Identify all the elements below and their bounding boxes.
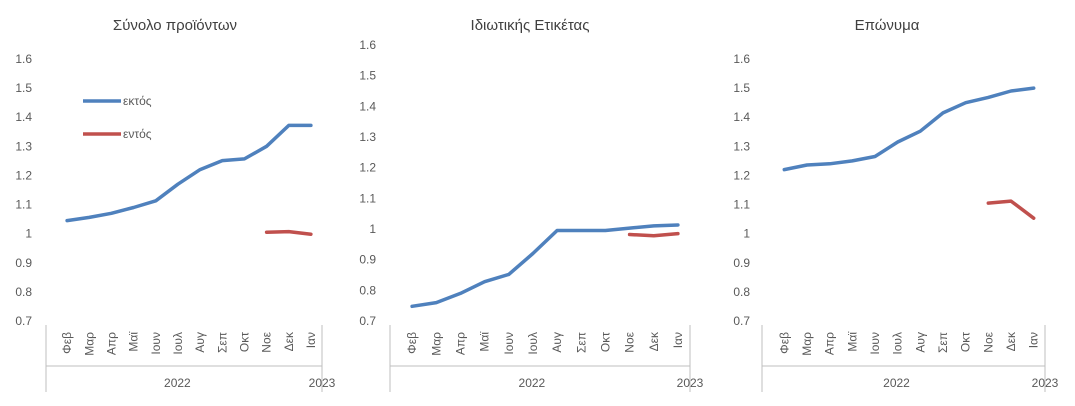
- y-tick-label: 1.1: [15, 198, 32, 212]
- y-tick-label: 1.3: [15, 139, 32, 153]
- series-line-inside: [627, 231, 680, 238]
- x-tick-label: Ιαν: [671, 332, 685, 348]
- y-tick-label: 1.1: [359, 191, 376, 205]
- y-tick-label: 1.2: [733, 168, 750, 182]
- y-tick-label: 1.2: [15, 168, 32, 182]
- y-tick-label: 0.9: [733, 256, 750, 270]
- year-label: 2023: [1032, 376, 1059, 390]
- x-tick-label: Σεπ: [574, 332, 588, 353]
- x-tick-label: Δεκ: [1004, 331, 1018, 351]
- y-tick-label: 0.8: [15, 285, 32, 299]
- y-tick-label: 1.3: [733, 139, 750, 153]
- chart-title: Σύνολο προϊόντων: [113, 17, 237, 34]
- x-tick-label: Νοε: [260, 331, 274, 352]
- x-tick-label: Δεκ: [282, 331, 296, 351]
- y-tick-label: 1: [25, 227, 32, 241]
- x-tick-label: Μαϊ: [845, 332, 859, 352]
- x-tick-label: Αυγ: [193, 332, 207, 353]
- y-tick-label: 1.3: [359, 130, 376, 144]
- x-tick-label: Ιουλ: [526, 332, 540, 355]
- x-tick-label: Φεβ: [777, 332, 791, 354]
- x-tick-label: Ιουλ: [171, 332, 185, 355]
- y-tick-label: 0.9: [359, 253, 376, 267]
- x-tick-label: Ιουν: [149, 332, 163, 355]
- series-line-inside: [264, 229, 313, 236]
- year-label: 2022: [164, 376, 191, 390]
- x-tick-label: Οκτ: [959, 332, 973, 352]
- year-label: 2023: [677, 376, 704, 390]
- x-tick-label: Αυγ: [913, 332, 927, 353]
- x-tick-label: Μαρ: [82, 332, 96, 356]
- y-tick-label: 0.7: [733, 314, 750, 328]
- x-tick-label: Μαρ: [429, 332, 443, 356]
- x-tick-label: Σεπ: [936, 332, 950, 353]
- y-tick-label: 1.5: [359, 69, 376, 83]
- legend-label: εκτός: [123, 94, 152, 108]
- series-line-outside: [410, 223, 680, 309]
- y-tick-label: 1: [369, 222, 376, 236]
- x-tick-label: Δεκ: [647, 331, 661, 351]
- y-tick-label: 0.7: [15, 314, 32, 328]
- year-label: 2023: [309, 376, 336, 390]
- y-tick-label: 0.7: [359, 314, 376, 328]
- x-tick-label: Αυγ: [550, 332, 564, 353]
- x-tick-label: Ιουν: [868, 332, 882, 355]
- x-tick-label: Φεβ: [405, 332, 419, 354]
- x-tick-label: Μαϊ: [127, 332, 141, 352]
- chart-title: Ιδιωτικής Ετικέτας: [471, 17, 590, 34]
- x-tick-label: Οκτ: [237, 332, 251, 352]
- x-tick-label: Μαρ: [800, 332, 814, 356]
- x-tick-label: Μαϊ: [478, 332, 492, 352]
- y-tick-label: 1.4: [733, 110, 750, 124]
- y-tick-label: 1.4: [359, 99, 376, 113]
- year-label: 2022: [519, 376, 546, 390]
- x-tick-label: Ιουν: [502, 332, 516, 355]
- legend-label: εντός: [123, 127, 152, 141]
- x-tick-label: Απρ: [453, 332, 467, 355]
- y-tick-label: 1: [743, 227, 750, 241]
- y-tick-label: 1.2: [359, 161, 376, 175]
- x-tick-label: Οκτ: [598, 332, 612, 352]
- y-tick-label: 1.5: [733, 81, 750, 95]
- y-tick-label: 1.6: [733, 52, 750, 66]
- x-tick-label: Σεπ: [215, 332, 229, 353]
- x-tick-label: Νοε: [623, 331, 637, 352]
- x-tick-label: Ιουλ: [891, 332, 905, 355]
- y-tick-label: 1.6: [15, 52, 32, 66]
- x-tick-label: Απρ: [823, 332, 837, 355]
- year-label: 2022: [883, 376, 910, 390]
- x-tick-label: Ιαν: [1027, 332, 1041, 348]
- series-line-outside: [65, 123, 313, 223]
- y-tick-label: 1.4: [15, 110, 32, 124]
- x-tick-label: Απρ: [104, 332, 118, 355]
- series-line-outside: [782, 86, 1036, 172]
- series-line-inside: [986, 199, 1036, 220]
- x-tick-label: Νοε: [981, 331, 995, 352]
- y-tick-label: 0.9: [15, 256, 32, 270]
- x-tick-label: Φεβ: [60, 332, 74, 354]
- y-tick-label: 1.6: [359, 38, 376, 52]
- y-tick-label: 1.5: [15, 81, 32, 95]
- x-tick-label: Ιαν: [304, 332, 318, 348]
- chart-title: Επώνυμα: [855, 17, 920, 34]
- y-tick-label: 1.1: [733, 198, 750, 212]
- y-tick-label: 0.8: [733, 285, 750, 299]
- y-tick-label: 0.8: [359, 283, 376, 297]
